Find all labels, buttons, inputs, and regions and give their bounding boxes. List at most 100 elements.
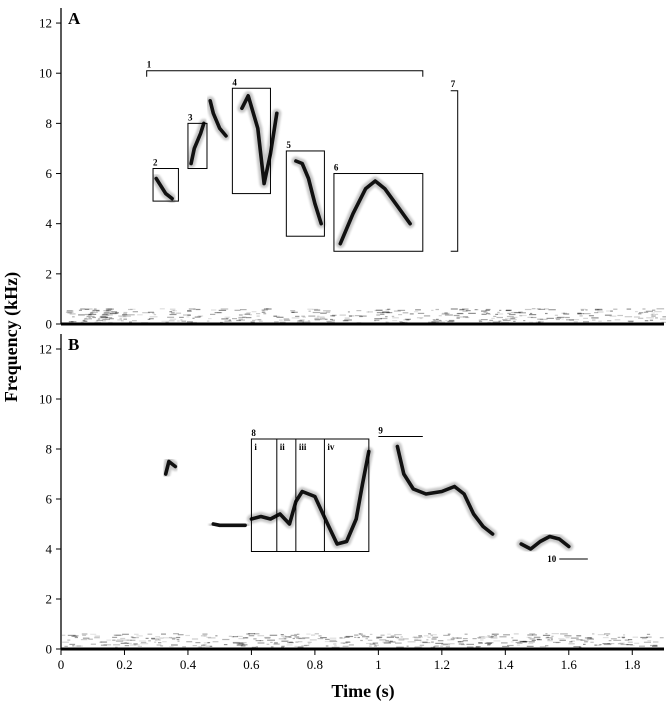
- noise-speck: [511, 637, 514, 639]
- syllable-trace-b-1: [163, 459, 178, 476]
- noise-speck: [68, 321, 74, 323]
- noise-speck: [570, 637, 579, 639]
- noise-speck: [535, 321, 544, 323]
- noise-speck: [451, 636, 454, 639]
- noise-speck: [554, 314, 558, 316]
- noise-speck: [546, 636, 550, 638]
- noise-speck: [573, 321, 578, 323]
- panel-b-y-ticks: 0 2 4 6 8 10 12: [39, 342, 61, 657]
- noise-speck: [580, 308, 586, 310]
- noise-speck: [302, 321, 311, 323]
- noise-speck: [589, 637, 594, 640]
- panel-a-noise-band: [65, 308, 666, 324]
- noise-speck: [294, 645, 298, 647]
- noise-speck: [394, 636, 399, 638]
- noise-speck: [493, 640, 501, 642]
- noise-speck: [369, 633, 373, 635]
- noise-speck: [614, 319, 621, 321]
- noise-speck: [129, 321, 132, 323]
- noise-speck: [187, 314, 191, 316]
- noise-speck: [427, 636, 431, 638]
- noise-speck: [441, 312, 450, 314]
- noise-speck: [110, 312, 118, 314]
- noise-speck: [487, 643, 492, 645]
- annotation-8-segment-iii: iii: [299, 442, 307, 452]
- noise-speck: [398, 314, 403, 316]
- noise-speck: [331, 319, 335, 321]
- noise-speck: [88, 314, 92, 316]
- noise-speck: [94, 321, 102, 323]
- noise-speck: [441, 643, 448, 645]
- noise-speck: [646, 317, 654, 319]
- noise-speck: [530, 316, 537, 319]
- noise-speck: [136, 635, 143, 637]
- noise-speck: [314, 319, 320, 321]
- noise-speck: [435, 308, 439, 311]
- noise-speck: [592, 319, 596, 321]
- noise-speck: [610, 638, 617, 640]
- noise-speck: [459, 308, 465, 311]
- noise-speck: [577, 312, 582, 314]
- noise-speck: [414, 637, 421, 639]
- noise-speck: [232, 641, 240, 644]
- noise-speck: [551, 635, 554, 637]
- noise-speck: [450, 308, 458, 310]
- noise-speck: [626, 644, 633, 646]
- noise-speck: [597, 311, 604, 313]
- noise-speck: [203, 635, 206, 637]
- noise-speck: [444, 314, 453, 316]
- noise-speck: [487, 644, 491, 646]
- noise-speck: [491, 633, 499, 635]
- noise-speck: [236, 319, 241, 322]
- noise-speck: [489, 319, 494, 321]
- noise-speck: [169, 311, 173, 313]
- noise-speck: [115, 634, 123, 636]
- noise-speck: [342, 645, 349, 648]
- noise-speck: [356, 310, 362, 312]
- noise-speck: [503, 634, 510, 636]
- noise-speck: [406, 319, 410, 321]
- noise-speck: [224, 316, 231, 318]
- noise-speck: [210, 313, 216, 315]
- noise-speck: [369, 643, 376, 645]
- noise-speck: [490, 635, 494, 637]
- noise-speck: [390, 635, 396, 637]
- noise-speck: [192, 645, 197, 647]
- noise-speck: [124, 645, 129, 647]
- noise-speck: [599, 644, 602, 646]
- noise-speck: [509, 318, 517, 321]
- noise-speck: [211, 309, 217, 311]
- noise-speck: [288, 636, 292, 638]
- noise-speck: [245, 637, 249, 639]
- noise-speck: [385, 316, 388, 318]
- noise-speck: [477, 637, 482, 639]
- noise-speck: [307, 641, 312, 643]
- noise-speck: [118, 315, 126, 317]
- noise-speck: [246, 633, 250, 635]
- noise-speck: [419, 644, 425, 646]
- y-tick-label: 10: [39, 392, 52, 407]
- noise-speck: [222, 638, 230, 641]
- noise-speck: [72, 645, 75, 647]
- noise-speck: [113, 634, 121, 636]
- noise-speck: [320, 637, 327, 639]
- noise-speck: [544, 308, 549, 310]
- noise-speck: [148, 640, 151, 642]
- noise-speck: [207, 642, 211, 644]
- y-axis-title: Frequency (kHz): [1, 272, 22, 402]
- noise-speck: [486, 313, 490, 315]
- noise-speck: [80, 321, 84, 323]
- noise-speck: [516, 642, 523, 644]
- noise-speck: [93, 308, 97, 310]
- noise-speck: [223, 644, 228, 646]
- noise-speck: [458, 643, 465, 645]
- noise-speck: [422, 642, 431, 644]
- noise-speck: [654, 311, 662, 313]
- noise-speck: [606, 634, 609, 637]
- noise-speck: [528, 637, 531, 639]
- noise-speck: [226, 317, 229, 319]
- panel-b-label: B: [68, 335, 79, 354]
- y-tick-label: 12: [39, 16, 52, 31]
- noise-speck: [314, 309, 321, 311]
